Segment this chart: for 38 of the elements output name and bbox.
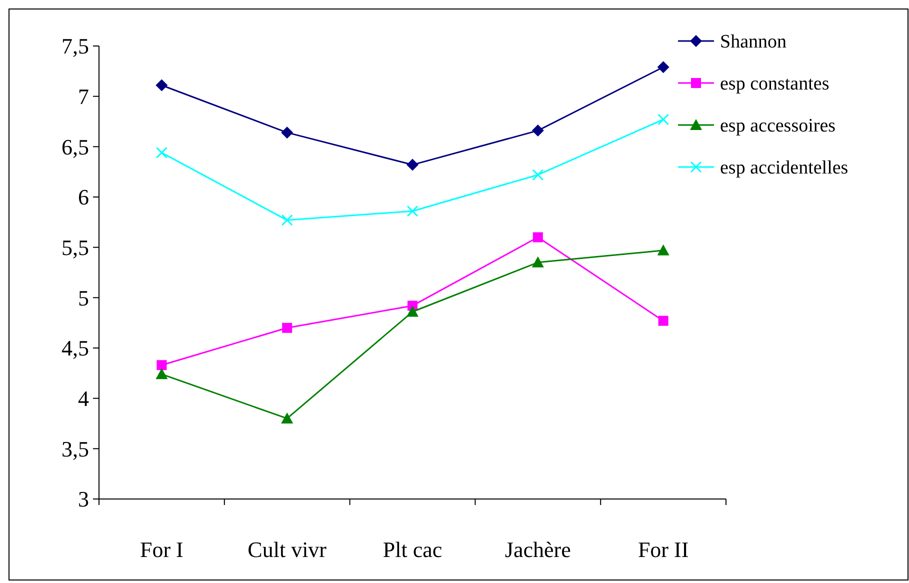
y-tick-label: 5,5: [62, 235, 89, 260]
point: [532, 232, 543, 242]
y-tick-label: 7,5: [62, 34, 89, 59]
x-tick-label: Jachère: [504, 537, 571, 562]
point: [406, 158, 418, 171]
x-tick-label: For I: [140, 537, 184, 562]
point: [156, 360, 167, 370]
y-tick-label: 7: [78, 84, 89, 110]
x-tick-label: Cult vivr: [248, 537, 328, 562]
point: [532, 124, 544, 137]
y-tick-label: 6,5: [62, 134, 89, 160]
point: [281, 126, 294, 139]
point: [156, 368, 168, 380]
point: [156, 79, 168, 92]
legend-label: esp constantes: [720, 74, 830, 95]
y-tick-label: 5: [78, 285, 89, 310]
legend-label: esp accessoires: [720, 116, 836, 137]
point: [658, 114, 670, 126]
point: [657, 61, 670, 74]
y-tick-label: 4: [78, 386, 89, 412]
y-tick-label: 6: [78, 184, 89, 210]
point: [532, 256, 544, 268]
point: [657, 244, 670, 256]
point: [156, 146, 168, 158]
point: [281, 214, 293, 226]
point: [281, 412, 294, 424]
y-tick-label: 3: [78, 486, 89, 512]
legend-label: Shannon: [720, 32, 787, 53]
point: [406, 205, 418, 217]
x-tick-label: Plt cac: [382, 537, 442, 562]
y-tick-label: 4,5: [62, 336, 89, 361]
point: [282, 322, 292, 333]
point: [532, 169, 544, 181]
point: [406, 306, 418, 317]
x-tick-label: For II: [638, 537, 689, 562]
point: [658, 316, 668, 326]
y-tick-label: 3,5: [62, 436, 89, 462]
legend-label: esp accidentelles: [720, 158, 848, 179]
